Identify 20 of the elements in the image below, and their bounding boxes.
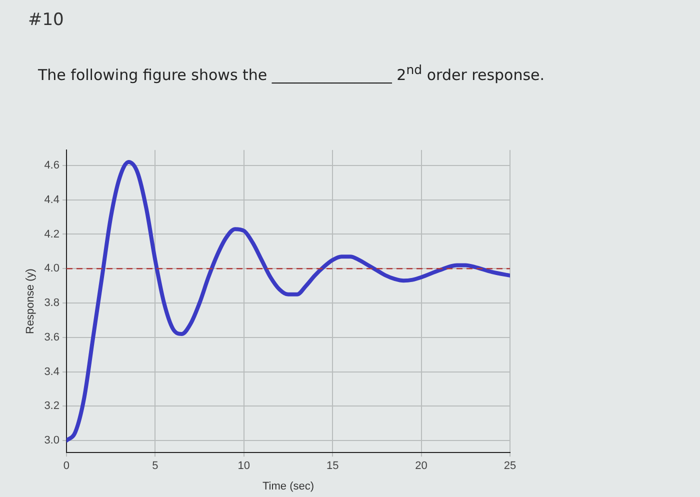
y-tick-label: 3.6 (44, 331, 60, 344)
x-tick-label: 5 (152, 460, 158, 472)
y-tick-label: 4.4 (44, 194, 60, 206)
y-tick-label: 4.0 (44, 262, 60, 275)
y-tick-label: 3.0 (44, 434, 60, 447)
x-tick-label: 25 (504, 460, 516, 472)
text: The following figure shows the ________________ 2$^{nd}$ order response. (38, 62, 545, 84)
y-tick-label: 3.2 (44, 400, 60, 412)
y-tick-label: 4.6 (44, 160, 60, 172)
y-axis-title: Response (y) (24, 268, 37, 334)
y-tick-label: 4.2 (44, 228, 60, 240)
x-tick-label: 10 (238, 460, 250, 472)
text: #10 (28, 10, 64, 30)
x-tick-label: 0 (63, 460, 70, 472)
y-tick-label: 3.4 (44, 366, 60, 378)
x-tick-label: 15 (326, 460, 339, 472)
x-axis-title: Time (sec) (262, 480, 314, 492)
y-tick-label: 3.8 (44, 297, 60, 310)
x-tick-label: 20 (415, 460, 428, 472)
line-series (66, 160, 510, 443)
